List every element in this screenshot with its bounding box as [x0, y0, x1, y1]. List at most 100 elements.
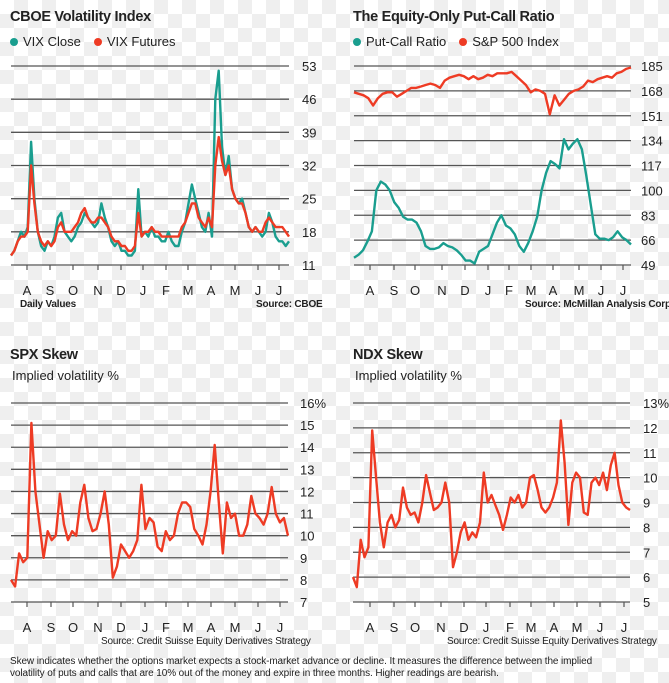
vix-series-vix-close — [10, 69, 290, 257]
sp500-legend-label: S&P 500 Index — [472, 34, 559, 49]
putcall-month-label: N — [437, 283, 446, 298]
ndx-skew-month-label: O — [410, 620, 420, 635]
spx-skew-month-label: M — [230, 620, 241, 635]
vix-futures-legend-dot-icon — [93, 37, 102, 46]
putcall-month-label: J — [598, 283, 605, 298]
putcall-month-label: A — [366, 283, 375, 298]
ndx-skew-ytick-label: 5 — [643, 595, 650, 610]
vix-month-label: F — [162, 283, 170, 298]
spx-skew-month-label: A — [23, 620, 32, 635]
spx-skew-ytick-label: 9 — [300, 551, 307, 566]
putcall-ytick-label: 117 — [641, 159, 662, 174]
putcall-ytick-label: 66 — [641, 233, 655, 248]
vix-ytick-label: 46 — [302, 92, 316, 107]
putcall-month-label: J — [620, 283, 627, 298]
vix-series-vix-futures — [10, 135, 290, 257]
vix-ytick-label: 11 — [302, 258, 316, 273]
spx-skew-ytick-label: 13 — [300, 462, 314, 477]
vix-month-label: S — [46, 283, 55, 298]
sp500-legend-dot-icon — [459, 37, 468, 46]
spx-skew-ytick-label: 8 — [300, 573, 307, 588]
vix-ytick-label: 39 — [302, 125, 316, 140]
putcall-ytick-label: 168 — [641, 84, 663, 99]
spx-skew-title: SPX Skew — [10, 347, 78, 363]
spx-skew-month-label: D — [116, 620, 125, 635]
putcall-ytick-label: 151 — [641, 109, 663, 124]
ndx-skew-series-ndx-skew — [351, 419, 631, 589]
ndx-skew-ytick-label: 9 — [643, 496, 650, 511]
ndx-skew-ytick-label: 10 — [643, 471, 657, 486]
putcall-month-label: S — [390, 283, 399, 298]
ndx-skew-month-label: M — [526, 620, 537, 635]
ndx-skew-ytick-label: 11 — [643, 446, 657, 461]
vix-ytick-label: 18 — [302, 225, 316, 240]
putcall-ytick-label: 185 — [641, 59, 663, 74]
putcall-legend-label: Put-Call Ratio — [366, 34, 447, 49]
putcall-series-put-call-ratio — [353, 137, 632, 265]
footnote-line-2: volatility of puts and calls that are 10… — [10, 668, 499, 679]
spx-skew-month-label: O — [68, 620, 78, 635]
vix-month-label: J — [276, 283, 283, 298]
vix-month-label: O — [68, 283, 78, 298]
putcall-chart-title: The Equity-Only Put-Call Ratio — [353, 9, 555, 25]
vix-ytick-label: 25 — [302, 192, 316, 207]
vix-month-label: D — [116, 283, 125, 298]
vix-month-label: A — [207, 283, 216, 298]
spx-skew-ytick-label: 12 — [300, 484, 314, 499]
ndx-skew-ytick-label: 8 — [643, 520, 650, 535]
vix-month-label: J — [255, 283, 262, 298]
putcall-source: Source: McMillan Analysis Corp. — [525, 299, 669, 310]
vix-close-legend-dot-icon — [10, 37, 18, 46]
ndx-skew-month-label: S — [390, 620, 399, 635]
ndx-skew-source: Source: Credit Suisse Equity Derivatives… — [447, 636, 657, 647]
vix-source: Source: CBOE — [256, 299, 323, 310]
footnote: Skew indicates whether the options marke… — [10, 656, 592, 680]
spx-skew-month-label: J — [255, 620, 262, 635]
ndx-skew-ytick-label: 12 — [643, 421, 657, 436]
ndx-skew-ytick-label: 6 — [643, 570, 650, 585]
spx-skew-ytick-label: 16% — [300, 396, 326, 411]
putcall-month-label: M — [526, 283, 537, 298]
putcall-month-label: M — [574, 283, 585, 298]
footnote-line-1: Skew indicates whether the options marke… — [10, 656, 593, 667]
vix-month-label: J — [140, 283, 147, 298]
ndx-skew-month-label: A — [366, 620, 375, 635]
vix-note: Daily Values — [20, 299, 76, 310]
spx-skew-ytick-label: 10 — [300, 529, 314, 544]
putcall-legend: Put-Call Ratio S&P 500 Index — [353, 34, 559, 49]
ndx-skew-month-label: N — [436, 620, 445, 635]
spx-skew-ytick-label: 7 — [300, 595, 307, 610]
spx-skew-subtitle: Implied volatility % — [12, 368, 119, 383]
ndx-skew-month-label: J — [483, 620, 490, 635]
vix-month-label: M — [230, 283, 241, 298]
putcall-month-label: J — [485, 283, 492, 298]
ndx-skew-ytick-label: 7 — [643, 545, 650, 560]
ndx-skew-month-label: D — [459, 620, 468, 635]
ndx-skew-ytick-label: 13% — [643, 396, 669, 411]
spx-skew-ytick-label: 14 — [300, 440, 314, 455]
spx-skew-month-label: J — [277, 620, 284, 635]
spx-skew-ytick-label: 11 — [300, 507, 314, 522]
spx-skew-month-label: J — [142, 620, 149, 635]
putcall-ytick-label: 83 — [641, 208, 655, 223]
ndx-skew-month-label: F — [506, 620, 514, 635]
putcall-month-label: D — [460, 283, 469, 298]
vix-close-legend-label: VIX Close — [23, 34, 81, 49]
vix-futures-legend-label: VIX Futures — [106, 34, 176, 49]
ndx-skew-title: NDX Skew — [353, 347, 423, 363]
spx-skew-month-label: F — [162, 620, 170, 635]
vix-legend: VIX Close VIX Futures — [10, 34, 175, 49]
ndx-skew-month-label: J — [621, 620, 628, 635]
putcall-ytick-label: 134 — [641, 134, 663, 149]
vix-chart-title: CBOE Volatility Index — [10, 9, 151, 25]
spx-skew-month-label: A — [207, 620, 216, 635]
putcall-ytick-label: 49 — [641, 258, 655, 273]
putcall-series-s-p-500-index — [353, 66, 632, 116]
vix-ytick-label: 32 — [302, 159, 316, 174]
putcall-month-label: F — [505, 283, 513, 298]
ndx-skew-month-label: J — [597, 620, 604, 635]
vix-month-label: N — [93, 283, 102, 298]
vix-ytick-label: 53 — [302, 59, 316, 74]
spx-skew-series-spx-skew — [9, 421, 290, 588]
